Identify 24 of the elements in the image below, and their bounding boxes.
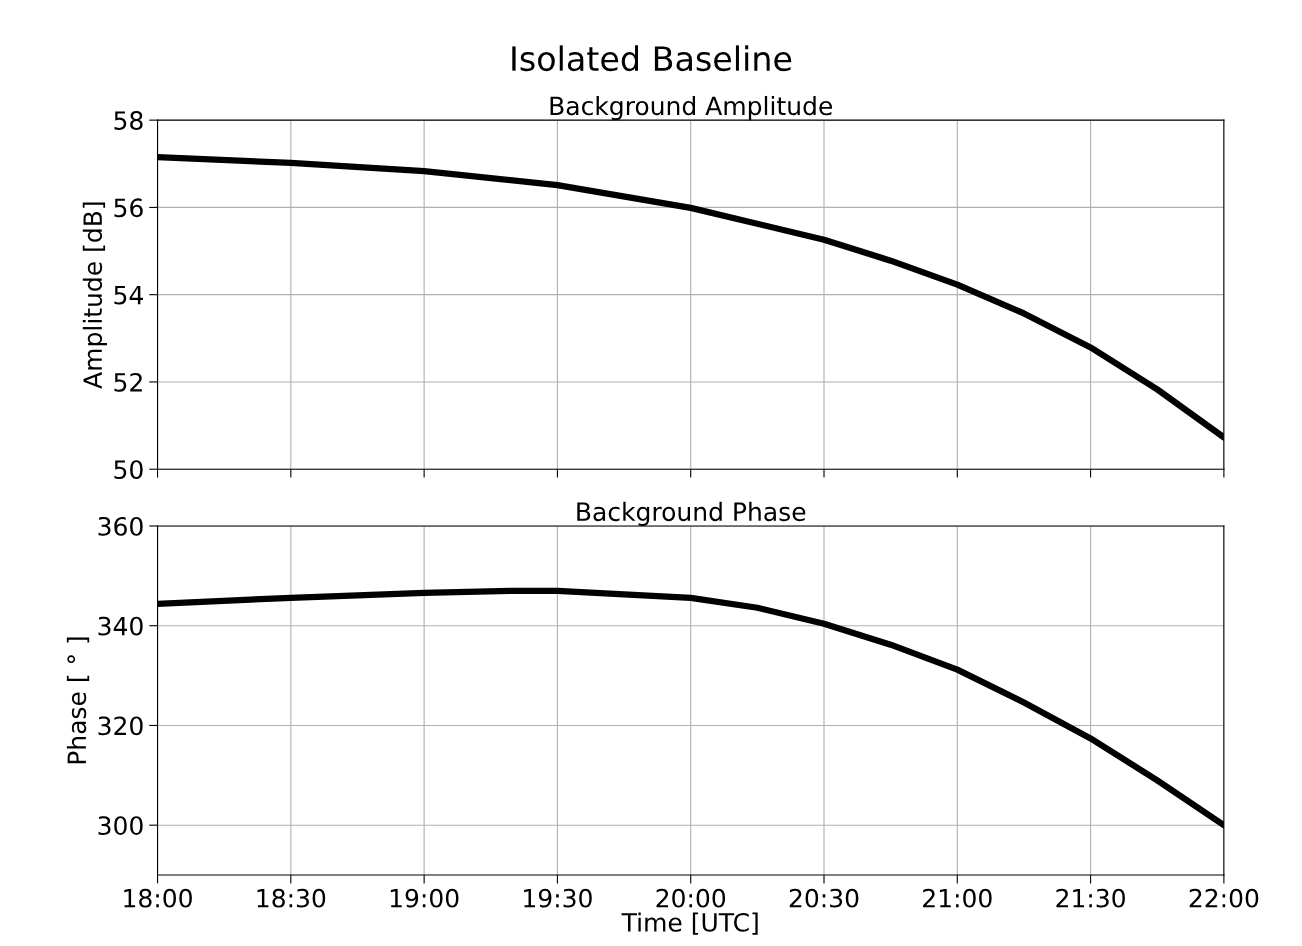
y-tick-label: 360 (98, 516, 143, 536)
x-tick-label: 22:00 (1189, 888, 1259, 908)
x-tick-label: 20:30 (789, 888, 859, 908)
x-tick-label: 21:00 (923, 888, 992, 908)
x-tick-label: 19:00 (390, 888, 459, 908)
y-tick-label: 340 (98, 616, 143, 636)
chart-title: Background Phase (577, 501, 806, 526)
x-tick-label: 18:30 (257, 888, 326, 908)
y-axis-title: Phase [ ° ] (66, 637, 90, 764)
y-tick-label: 320 (98, 716, 143, 736)
x-tick-label: 20:00 (656, 888, 726, 908)
x-tick-label: 19:30 (524, 888, 592, 908)
chart-title: Isolated Baseline (512, 45, 792, 72)
x-tick-label: 21:30 (1056, 888, 1125, 908)
y-tick-label: 56 (114, 198, 143, 218)
y-tick-label: 52 (114, 372, 142, 392)
x-tick-label: 18:00 (124, 888, 192, 908)
y-tick-label: 54 (114, 285, 143, 305)
y-tick-label: 300 (98, 816, 143, 836)
chart-subtitle: Background Amplitude (550, 95, 832, 121)
x-axis-title: Time [UTC] (621, 912, 758, 935)
y-axis-title: Amplitude [dB] (82, 202, 107, 389)
y-tick-label: 58 (114, 111, 143, 130)
y-tick-label: 50 (114, 460, 143, 480)
